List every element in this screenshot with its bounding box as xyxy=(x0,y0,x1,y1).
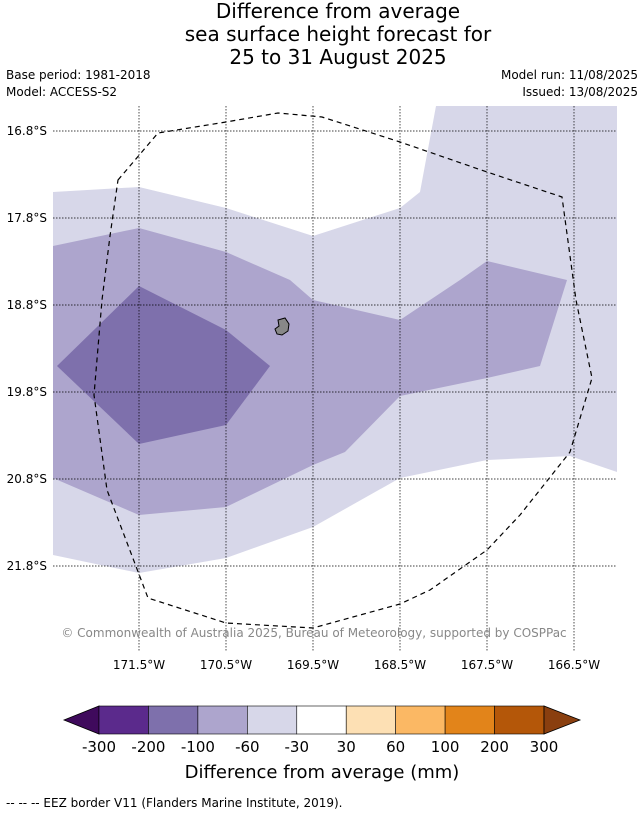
eez-footnote: -- -- -- EEZ border V11 (Flanders Marine… xyxy=(6,796,343,810)
colorbar-block xyxy=(345,705,396,735)
title-line-1: Difference from average xyxy=(215,0,461,23)
lon-label: 170.5°W xyxy=(200,658,252,672)
colorbar-title: Difference from average (mm) xyxy=(185,762,460,783)
meta-left: Base period: 1981-2018 Model: ACCESS-S2 xyxy=(6,67,151,101)
graticule xyxy=(53,106,617,652)
niue-island-shape xyxy=(274,317,290,336)
colorbar-tick-label: -100 xyxy=(181,738,215,756)
lon-label: 168.5°W xyxy=(374,658,426,672)
base-period: Base period: 1981-2018 xyxy=(6,68,151,82)
colorbar: -300 -200 -100 -60 -30 30 60 100 200 300 Differen… xyxy=(62,705,582,783)
lon-label: 171.5°W xyxy=(113,658,165,672)
issued-date: Issued: 13/08/2025 xyxy=(522,85,638,99)
colorbar-tick-label: -60 xyxy=(235,738,260,756)
colorbar-tick-label: -300 xyxy=(82,738,116,756)
lat-label: 17.8°S xyxy=(7,211,47,225)
colorbar-tick-label: 200 xyxy=(480,738,509,756)
colorbar-block xyxy=(296,705,347,735)
lon-label: 166.5°W xyxy=(548,658,600,672)
lat-label: 20.8°S xyxy=(7,472,47,486)
colorbar-tick-label: 30 xyxy=(337,738,356,756)
colorbar-extend-low xyxy=(62,705,100,735)
colorbar-block xyxy=(197,705,248,735)
title-line-2: sea surface height forecast for xyxy=(184,22,492,46)
anomaly-band-minus60 xyxy=(53,228,567,515)
chart-title: Difference from average sea surface heig… xyxy=(0,0,644,69)
colorbar-tick-label: 100 xyxy=(431,738,460,756)
colorbar-tick-label: 300 xyxy=(530,738,559,756)
meta-right: Model run: 11/08/2025 Issued: 13/08/2025 xyxy=(501,67,638,101)
colorbar-block xyxy=(494,705,545,735)
colorbar-block xyxy=(148,705,199,735)
copyright-notice: © Commonwealth of Australia 2025, Bureau… xyxy=(61,626,566,640)
lon-label: 167.5°W xyxy=(461,658,513,672)
colorbar-blocks xyxy=(62,705,582,735)
colorbar-block xyxy=(98,705,149,735)
colorbar-tick-label: 60 xyxy=(386,738,405,756)
lon-label: 169.5°W xyxy=(287,658,339,672)
colorbar-tick-label: -200 xyxy=(131,738,165,756)
colorbar-ticks: -300 -200 -100 -60 -30 30 60 100 200 300 xyxy=(82,738,558,756)
model-run: Model run: 11/08/2025 xyxy=(500,68,638,82)
eez-border xyxy=(93,112,593,629)
lat-label: 19.8°S xyxy=(7,385,47,399)
map-area: © Commonwealth of Australia 2025, Bureau… xyxy=(53,106,617,652)
colorbar-block xyxy=(395,705,446,735)
lat-label: 18.8°S xyxy=(7,298,47,312)
title-line-3: 25 to 31 August 2025 xyxy=(229,45,447,69)
model-name: Model: ACCESS-S2 xyxy=(6,85,118,99)
colorbar-extend-high xyxy=(543,705,582,735)
lat-label: 16.8°S xyxy=(7,124,47,138)
colorbar-block xyxy=(247,705,298,735)
colorbar-tick-label: -30 xyxy=(285,738,310,756)
lat-label: 21.8°S xyxy=(7,559,47,573)
colorbar-block xyxy=(444,705,495,735)
anomaly-band-minus100 xyxy=(57,286,270,444)
